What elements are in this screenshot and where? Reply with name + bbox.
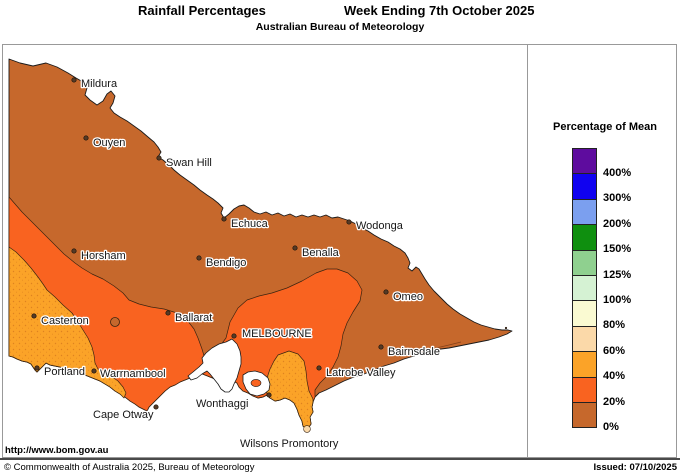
legend-swatch-40 (572, 351, 597, 378)
footer-issued: Issued: 07/10/2025 (593, 462, 677, 473)
city-label-benalla: Benalla (302, 247, 340, 259)
city-dot-cape-otway (153, 404, 159, 410)
city-dot-bendigo (196, 255, 202, 261)
legend-label-300: 300% (603, 192, 632, 205)
legend-label-60: 60% (603, 344, 626, 357)
page-title: Rainfall Percentages (138, 3, 266, 18)
city-label-echuca: Echuca (231, 218, 269, 230)
legend-label-40: 40% (603, 370, 626, 383)
city-label-latrobe-valley: Latrobe Valley (326, 367, 396, 379)
region-60-80pct-wilsons-tip (303, 425, 311, 433)
city-label-cape-otway: Cape Otway (93, 409, 154, 421)
legend-divider (527, 44, 528, 458)
city-label-wodonga: Wodonga (356, 220, 404, 232)
port-phillip-bay (187, 338, 242, 393)
city-label-wonthaggi: Wonthaggi (196, 398, 248, 410)
city-dot-benalla (292, 245, 298, 251)
city-label-portland: Portland (44, 366, 85, 378)
city-dot-horsham (71, 248, 77, 254)
city-dot-mildura (71, 77, 77, 83)
legend-swatch-125 (572, 249, 597, 276)
city-layer: Mildura Ouyen Swan Hill Echuca Wodonga Benall… (31, 77, 441, 451)
legend-label-400: 400% (603, 166, 632, 179)
footer-copyright: © Commonwealth of Australia 2025, Bureau… (4, 462, 255, 473)
city-label-mildura: Mildura (81, 78, 118, 90)
bureau-subtitle: Australian Bureau of Meteorology (255, 21, 425, 33)
region-40-60pct-gippsland-texture (266, 351, 313, 430)
city-dot-echuca (221, 216, 227, 222)
map-frame (2, 44, 677, 458)
region-40-60pct-southwest-texture (9, 247, 126, 398)
legend-swatch-0 (572, 402, 597, 429)
city-dot-wodonga (346, 219, 352, 225)
city-dot-omeo (383, 289, 389, 295)
legend-swatch-150 (572, 224, 597, 251)
city-label-bendigo: Bendigo (206, 257, 246, 269)
legend-swatch-300 (572, 173, 597, 200)
city-label-wilsons-promontory: Wilsons Promontory (240, 438, 339, 450)
city-dot-bairnsdale (378, 344, 384, 350)
city-label-warrnambool: Warrnambool (100, 368, 166, 380)
city-dot-ballarat (165, 310, 171, 316)
footer-url: http://www.bom.gov.au (5, 445, 109, 456)
legend-label-80: 80% (603, 319, 626, 332)
legend-swatch-20 (572, 376, 597, 403)
city-label-omeo: Omeo (393, 291, 423, 303)
city-label-melbourne: MELBOURNE (242, 328, 312, 340)
city-dot-wonthaggi (266, 392, 272, 398)
city-dot-ouyen (83, 135, 89, 141)
city-dot-melbourne (231, 333, 237, 339)
legend-label-100: 100% (603, 293, 632, 306)
city-label-casterton: Casterton (41, 315, 89, 327)
legend-swatch-80 (572, 300, 597, 327)
gabo-island-speck (504, 326, 508, 330)
city-dot-warrnambool (91, 368, 97, 374)
city-label-ouyen: Ouyen (93, 137, 125, 149)
legend-label-150: 150% (603, 243, 632, 256)
city-dot-latrobe-valley (316, 365, 322, 371)
region-0-20pct-pocket (110, 317, 120, 327)
week-ending-title: Week Ending 7th October 2025 (344, 3, 535, 18)
legend-label-200: 200% (603, 217, 632, 230)
legend-title: Percentage of Mean (553, 121, 657, 133)
city-label-horsham: Horsham (81, 250, 126, 262)
gippsland-lakes-line (422, 341, 462, 352)
city-label-swan-hill: Swan Hill (166, 157, 212, 169)
french-island (250, 379, 262, 387)
city-dot-swan-hill (156, 155, 162, 161)
city-dot-casterton (31, 313, 37, 319)
city-label-ballarat: Ballarat (175, 312, 212, 324)
bottom-rule (0, 458, 680, 460)
legend-label-20: 20% (603, 395, 626, 408)
legend-label-125: 125% (603, 268, 632, 281)
legend-label-0: 0% (603, 420, 619, 433)
city-dot-portland (34, 365, 40, 371)
city-label-bairnsdale: Bairnsdale (388, 346, 440, 358)
